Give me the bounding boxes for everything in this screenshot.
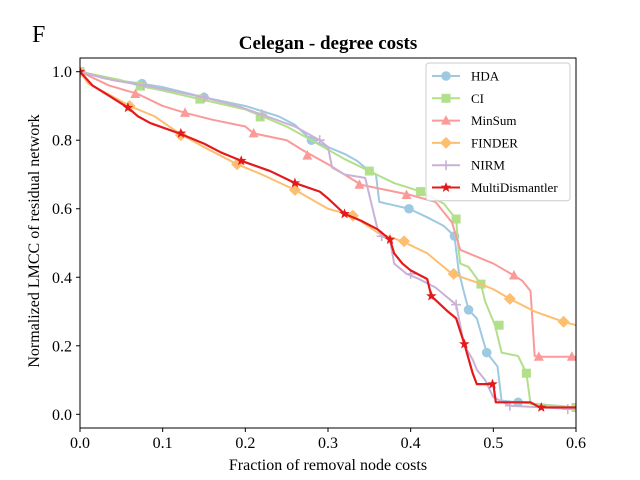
data-point-multidismantler-8: [459, 338, 470, 349]
legend: HDA CI MinSum FINDER NIRM MultiDismantler: [425, 62, 571, 202]
legend-marker-nirm: [441, 160, 451, 171]
legend-item-multidismantler: MultiDismantler: [432, 180, 558, 195]
y-tick-label: 1.0: [52, 64, 72, 81]
legend-item-minsum: MinSum: [432, 113, 517, 128]
legend-label-minsum: MinSum: [471, 113, 517, 128]
plot-area: [79, 57, 577, 429]
data-point-multidismantler-10: [536, 401, 547, 412]
data-point-finder-8: [503, 292, 516, 305]
data-point-nirm-2: [199, 92, 209, 103]
y-tick-label: 0.6: [52, 201, 72, 218]
x-tick-label: 0.0: [70, 435, 90, 452]
series-line-nirm: [80, 70, 576, 411]
legend-marker-minsum: [441, 115, 451, 125]
x-tick-label: 0.5: [483, 435, 503, 452]
data-point-minsum-2: [179, 107, 190, 117]
data-point-ci-3: [255, 112, 265, 122]
data-point-minsum-8: [533, 351, 544, 361]
data-point-hda-7: [481, 347, 492, 358]
legend-box: [425, 62, 571, 202]
y-tick-label: 0.2: [52, 338, 72, 355]
data-point-finder-9: [557, 315, 570, 328]
series-multidismantler: [80, 66, 576, 412]
data-point-ci-9: [521, 368, 531, 378]
legend-marker-hda: [441, 71, 451, 81]
legend-label-nirm: NIRM: [471, 158, 505, 173]
chart-title: Celegan - degree costs: [239, 33, 418, 54]
data-point-multidismantler-5: [339, 208, 350, 219]
y-tick-label: 0.0: [52, 407, 72, 424]
y-tick-label: 0.8: [52, 133, 72, 150]
x-tick-label: 0.3: [318, 435, 338, 452]
legend-label-ci: CI: [471, 91, 484, 106]
data-point-finder-4: [288, 183, 301, 196]
x-tick-label: 0.1: [153, 435, 173, 452]
data-point-nirm-0: [80, 66, 85, 77]
series-line-minsum: [80, 70, 576, 358]
y-axis-label: Normalized LMCC of residual network: [26, 114, 43, 367]
data-point-minsum-1: [130, 88, 141, 98]
data-point-nirm-4: [314, 135, 325, 146]
data-point-multidismantler-1: [122, 102, 134, 113]
x-axis: 0.0 0.1 0.2 0.3 0.4 0.5 0.6: [70, 428, 586, 452]
data-point-multidismantler-9: [487, 378, 498, 389]
y-tick-label: 0.4: [52, 270, 72, 287]
data-point-multidismantler-6: [384, 234, 396, 245]
data-point-nirm-3: [256, 109, 267, 120]
data-point-multidismantler-4: [289, 177, 301, 188]
data-point-minsum-6: [401, 189, 412, 200]
data-point-minsum-5: [354, 179, 365, 189]
x-tick-label: 0.6: [566, 435, 586, 452]
series-line-multidismantler: [80, 70, 576, 409]
legend-label-multidismantler: MultiDismantler: [471, 180, 558, 195]
legend-marker-ci: [441, 93, 451, 103]
data-point-ci-8: [494, 320, 504, 330]
legend-label-hda: HDA: [471, 69, 500, 84]
data-point-minsum-4: [302, 150, 313, 160]
data-point-multidismantler-0: [80, 66, 86, 77]
legend-item-nirm: NIRM: [432, 158, 505, 173]
data-point-nirm-1: [138, 80, 149, 91]
legend-marker-finder: [440, 136, 452, 149]
series-line-hda: [80, 70, 576, 409]
data-point-ci-4: [364, 166, 374, 176]
x-tick-label: 0.4: [401, 435, 421, 452]
y-axis: 0.0 0.2 0.4 0.6 0.8 1.0: [52, 64, 80, 424]
data-point-multidismantler-2: [175, 127, 187, 138]
data-point-nirm-9: [562, 404, 573, 415]
legend-marker-multidismantler: [440, 182, 452, 192]
legend-item-finder: FINDER: [432, 135, 518, 150]
data-point-hda-4: [404, 203, 414, 214]
data-point-hda-6: [463, 305, 474, 315]
data-point-finder-6: [398, 235, 411, 248]
legend-item-hda: HDA: [432, 69, 500, 84]
legend-item-ci: CI: [432, 91, 484, 106]
data-point-ci-2: [195, 94, 205, 104]
data-point-finder-7: [447, 267, 460, 280]
x-axis-label: Fraction of removal node costs: [229, 457, 427, 474]
data-point-minsum-7: [509, 270, 519, 280]
panel-label: F: [32, 22, 45, 48]
data-point-ci-5: [416, 187, 426, 197]
data-point-ci-6: [451, 214, 461, 224]
legend-label-finder: FINDER: [471, 135, 518, 150]
data-point-minsum-3: [248, 127, 259, 138]
data-point-minsum-9: [566, 351, 576, 361]
data-point-multidismantler-3: [235, 155, 247, 166]
data-point-nirm-7: [451, 299, 462, 310]
x-tick-label: 0.2: [235, 435, 255, 452]
data-point-multidismantler-7: [426, 290, 437, 301]
